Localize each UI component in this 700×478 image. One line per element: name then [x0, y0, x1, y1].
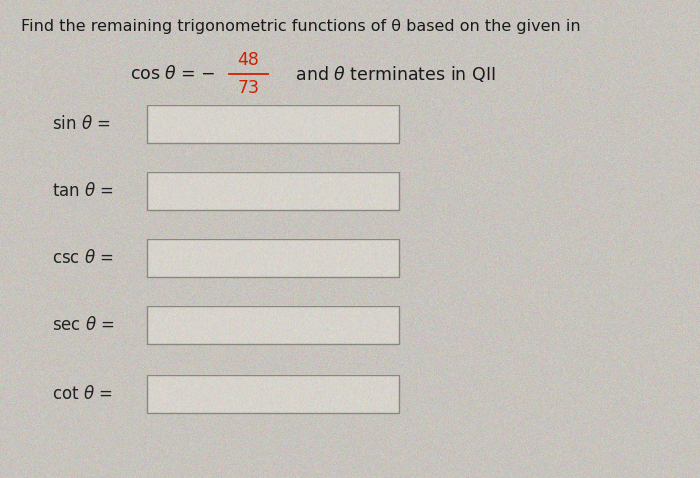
Text: sec $\theta$ =: sec $\theta$ = [52, 316, 116, 334]
Text: Find the remaining trigonometric functions of θ based on the given in: Find the remaining trigonometric functio… [21, 19, 580, 34]
Text: and $\theta$ terminates in QII: and $\theta$ terminates in QII [290, 64, 496, 84]
Text: cos $\theta$ = $-$: cos $\theta$ = $-$ [130, 65, 215, 83]
Text: 73: 73 [237, 79, 260, 98]
Text: csc $\theta$ =: csc $\theta$ = [52, 249, 114, 267]
Text: sin $\theta$ =: sin $\theta$ = [52, 115, 111, 133]
Text: cot $\theta$ =: cot $\theta$ = [52, 385, 113, 403]
Text: tan $\theta$ =: tan $\theta$ = [52, 182, 115, 200]
Text: 48: 48 [237, 51, 260, 69]
